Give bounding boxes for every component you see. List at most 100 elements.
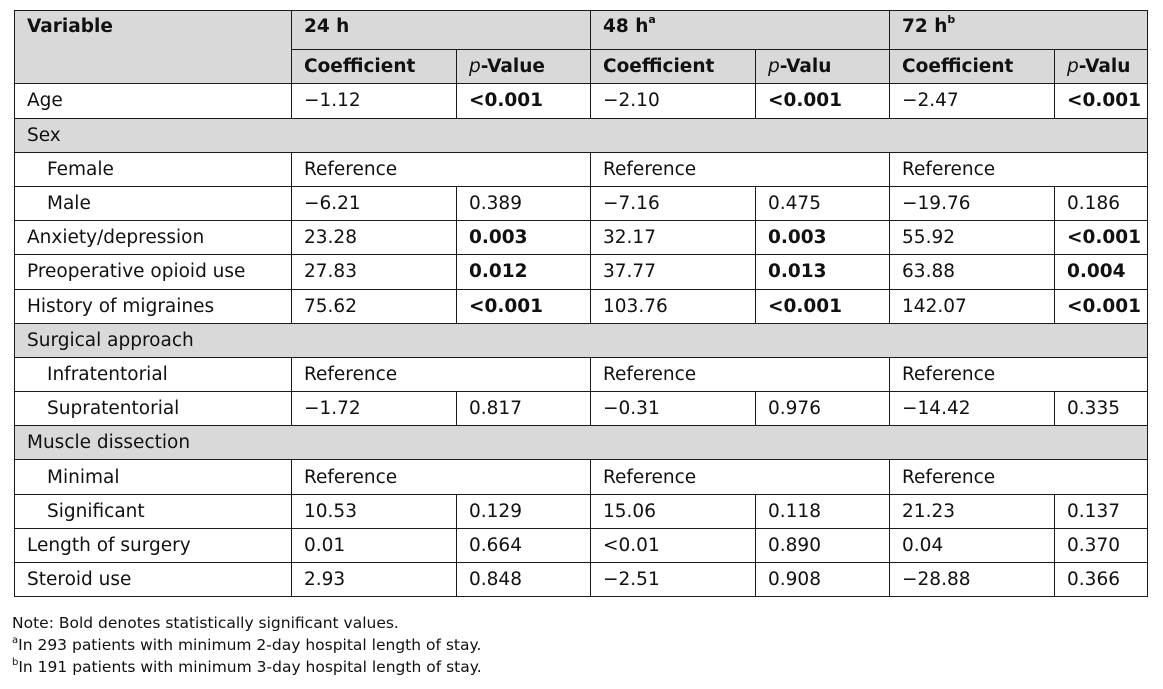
coef-48: −2.10 bbox=[590, 83, 757, 119]
pvalue-72: 0.004 bbox=[1054, 254, 1149, 290]
footnote-b-mark: b bbox=[12, 657, 19, 668]
group-label: Surgical approach bbox=[13, 322, 1149, 358]
group-row-muscle-dissection: Muscle dissection bbox=[13, 425, 1149, 461]
reference-24: Reference bbox=[290, 459, 592, 495]
pvalue-24: 0.129 bbox=[455, 493, 592, 529]
coef-24: 0.01 bbox=[291, 527, 457, 564]
row-label: Preoperative opioid use bbox=[14, 254, 292, 290]
pvalue-24: 0.389 bbox=[455, 185, 592, 222]
pvalue-24: 0.664 bbox=[455, 527, 592, 564]
regression-table: Variable 24 h 48 ha 72 hb Coefficient p-… bbox=[13, 9, 1149, 598]
row-history-of-migraines: History of migraines 75.62 <0.001 103.76… bbox=[14, 288, 1149, 324]
row-preoperative-opioid-use: Preoperative opioid use 27.83 0.012 37.7… bbox=[14, 254, 1149, 290]
pvalue-48: <0.001 bbox=[755, 288, 891, 324]
row-male: Male −6.21 0.389 −7.16 0.475 −19.76 0.18… bbox=[14, 185, 1149, 222]
header-coefficient-48: Coefficient bbox=[590, 49, 757, 85]
header-coefficient-24: Coefficient bbox=[291, 49, 457, 85]
row-female: Female Reference Reference Reference bbox=[14, 151, 1149, 187]
pvalue-48: 0.003 bbox=[755, 220, 891, 256]
pvalue-24: 0.848 bbox=[455, 561, 592, 598]
header-48h: 48 ha bbox=[590, 9, 891, 51]
row-length-of-surgery: Length of surgery 0.01 0.664 <0.01 0.890… bbox=[14, 527, 1149, 564]
coef-72: −19.76 bbox=[889, 185, 1056, 222]
footnote-a-marker: a bbox=[648, 13, 656, 26]
coef-24: −6.21 bbox=[291, 185, 457, 222]
pvalue-72: 0.370 bbox=[1054, 527, 1149, 564]
row-steroid-use: Steroid use 2.93 0.848 −2.51 0.908 −28.8… bbox=[14, 561, 1149, 598]
pvalue-48: 0.890 bbox=[755, 527, 891, 564]
pvalue-48: 0.976 bbox=[755, 391, 891, 427]
row-infratentorial: Infratentorial Reference Reference Refer… bbox=[14, 356, 1149, 393]
table-footnotes: Note: Bold denotes statistically signifi… bbox=[12, 612, 482, 678]
reference-48: Reference bbox=[590, 459, 891, 495]
coef-24: 27.83 bbox=[291, 254, 457, 290]
reference-48: Reference bbox=[590, 151, 891, 187]
header-pvalue-24: p-Value bbox=[455, 49, 592, 85]
header-72h: 72 hb bbox=[889, 9, 1149, 51]
coef-24: −1.12 bbox=[291, 83, 457, 119]
footnote-b: bIn 191 patients with minimum 3-day hosp… bbox=[12, 657, 482, 677]
reference-24: Reference bbox=[290, 151, 592, 187]
pvalue-72: 0.186 bbox=[1054, 185, 1149, 222]
coef-24: 2.93 bbox=[291, 561, 457, 598]
reference-72: Reference bbox=[889, 459, 1149, 495]
coef-72: 21.23 bbox=[889, 493, 1056, 529]
row-label: History of migraines bbox=[14, 288, 292, 324]
reference-72: Reference bbox=[889, 151, 1149, 187]
row-label: Supratentorial bbox=[14, 391, 292, 427]
coef-72: −14.42 bbox=[889, 391, 1056, 427]
coef-48: −0.31 bbox=[590, 391, 757, 427]
header-24h: 24 h bbox=[290, 9, 592, 51]
coef-48: 37.77 bbox=[590, 254, 757, 290]
pvalue-48: 0.908 bbox=[755, 561, 891, 598]
coef-24: 75.62 bbox=[291, 288, 457, 324]
coef-72: 0.04 bbox=[889, 527, 1056, 564]
row-label: Anxiety/depression bbox=[14, 220, 292, 256]
row-anxiety-depression: Anxiety/depression 23.28 0.003 32.17 0.0… bbox=[14, 220, 1149, 256]
row-label: Minimal bbox=[14, 459, 292, 495]
reference-48: Reference bbox=[590, 356, 891, 393]
reference-72: Reference bbox=[889, 356, 1149, 393]
coef-48: 15.06 bbox=[590, 493, 757, 529]
row-label: Length of surgery bbox=[14, 527, 292, 564]
group-row-surgical-approach: Surgical approach bbox=[13, 322, 1149, 358]
pvalue-72: 0.366 bbox=[1054, 561, 1149, 598]
pvalue-48: 0.475 bbox=[755, 185, 891, 222]
pvalue-24: 0.003 bbox=[455, 220, 592, 256]
coef-24: 10.53 bbox=[291, 493, 457, 529]
header-row-1: Variable 24 h 48 ha 72 hb bbox=[14, 9, 1149, 85]
reference-24: Reference bbox=[290, 356, 592, 393]
pvalue-72: <0.001 bbox=[1054, 220, 1149, 256]
coef-48: −2.51 bbox=[590, 561, 757, 598]
footnote-a: aIn 293 patients with minimum 2-day hosp… bbox=[12, 635, 482, 655]
row-label: Significant bbox=[14, 493, 292, 529]
header-coefficient-72: Coefficient bbox=[889, 49, 1056, 85]
row-label: Age bbox=[14, 83, 292, 119]
footnote-a-mark: a bbox=[12, 635, 19, 646]
header-pvalue-48: p-Valu bbox=[755, 49, 891, 85]
header-row-2: Coefficient p-Value Coefficient p-Valu C… bbox=[15, 49, 1149, 85]
coef-72: 55.92 bbox=[889, 220, 1056, 256]
pvalue-48: 0.118 bbox=[755, 493, 891, 529]
row-minimal: Minimal Reference Reference Reference bbox=[14, 459, 1149, 495]
pvalue-24: <0.001 bbox=[455, 288, 592, 324]
footnote-b-marker: b bbox=[947, 13, 956, 26]
row-label: Female bbox=[14, 151, 292, 187]
pvalue-72: <0.001 bbox=[1054, 83, 1149, 119]
pvalue-48: 0.013 bbox=[755, 254, 891, 290]
pvalue-24: <0.001 bbox=[455, 83, 592, 119]
row-significant: Significant 10.53 0.129 15.06 0.118 21.2… bbox=[14, 493, 1149, 529]
coef-48: −7.16 bbox=[590, 185, 757, 222]
pvalue-48: <0.001 bbox=[755, 83, 891, 119]
group-row-sex: Sex bbox=[13, 117, 1149, 153]
coef-48: <0.01 bbox=[590, 527, 757, 564]
row-label: Infratentorial bbox=[14, 356, 292, 393]
pvalue-24: 0.012 bbox=[455, 254, 592, 290]
row-supratentorial: Supratentorial −1.72 0.817 −0.31 0.976 −… bbox=[14, 391, 1149, 427]
pvalue-72: <0.001 bbox=[1054, 288, 1149, 324]
coef-72: −2.47 bbox=[889, 83, 1056, 119]
coef-24: −1.72 bbox=[291, 391, 457, 427]
header-pvalue-72: p-Valu bbox=[1054, 49, 1149, 85]
pvalue-24: 0.817 bbox=[455, 391, 592, 427]
group-label: Muscle dissection bbox=[13, 425, 1149, 461]
